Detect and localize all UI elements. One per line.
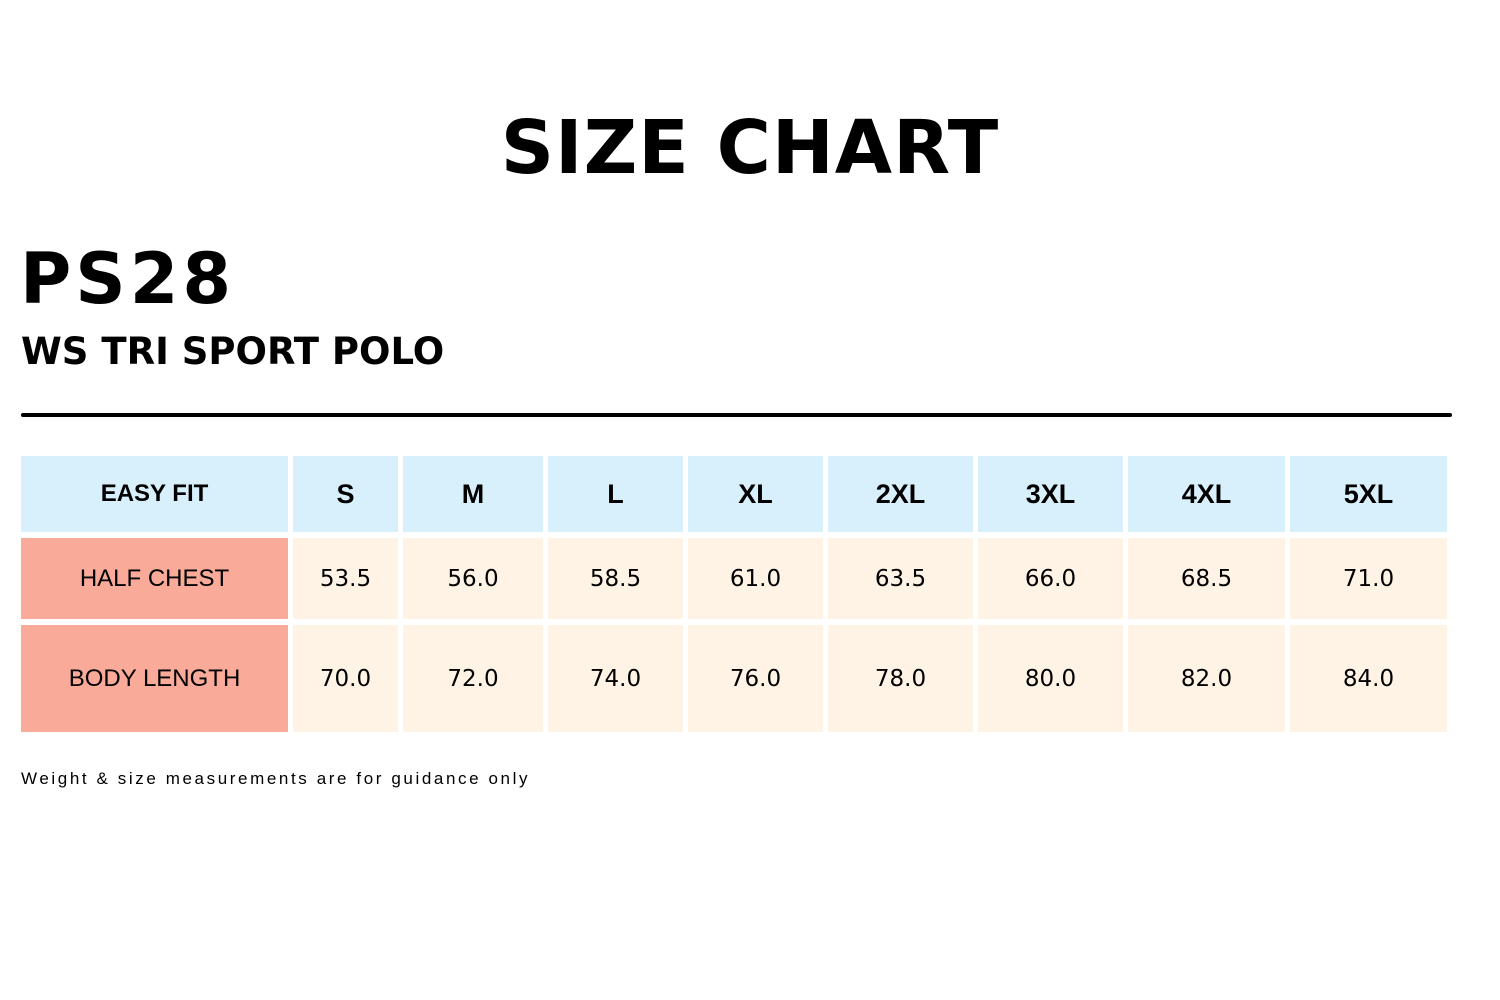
row-label: HALF CHEST [21, 538, 288, 619]
size-header: 5XL [1290, 456, 1447, 532]
size-header: 2XL [828, 456, 973, 532]
table-cell: 61.0 [688, 538, 823, 619]
size-header: XL [688, 456, 823, 532]
size-header: M [403, 456, 543, 532]
table-cell: 80.0 [978, 625, 1123, 732]
table-cell: 72.0 [403, 625, 543, 732]
product-code: PS28 [20, 238, 236, 320]
table-cell: 71.0 [1290, 538, 1447, 619]
table-cell: 82.0 [1128, 625, 1285, 732]
table-cell: 53.5 [293, 538, 398, 619]
table-cell: 76.0 [688, 625, 823, 732]
size-header: 4XL [1128, 456, 1285, 532]
table-cell: 63.5 [828, 538, 973, 619]
size-header: S [293, 456, 398, 532]
table-cell: 56.0 [403, 538, 543, 619]
row-label: BODY LENGTH [21, 625, 288, 732]
footnote: Weight & size measurements are for guida… [21, 769, 531, 788]
divider [21, 413, 1452, 417]
page-title: SIZE CHART [500, 105, 1000, 191]
table-cell: 84.0 [1290, 625, 1447, 732]
size-header: 3XL [978, 456, 1123, 532]
size-header: L [548, 456, 683, 532]
table-cell: 68.5 [1128, 538, 1285, 619]
table-cell: 66.0 [978, 538, 1123, 619]
table-cell: 78.0 [828, 625, 973, 732]
table-cell: 74.0 [548, 625, 683, 732]
table-cell: 58.5 [548, 538, 683, 619]
size-table: EASY FIT S M L XL 2XL 3XL 4XL 5XL HALF CHEST 53.5 5… [21, 456, 1447, 732]
table-cell: 70.0 [293, 625, 398, 732]
header-corner: EASY FIT [21, 456, 288, 532]
product-name: WS TRI SPORT POLO [21, 330, 445, 373]
